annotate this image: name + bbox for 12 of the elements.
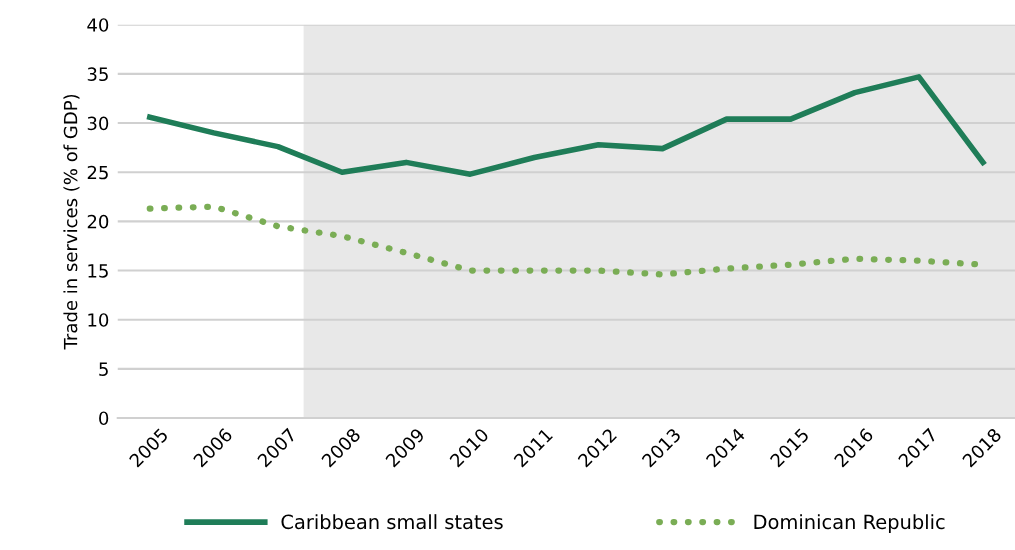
legend-label: Dominican Republic xyxy=(754,514,945,533)
y-axis-title: Trade in services (% of GDP) xyxy=(63,94,80,350)
y-tick-label: 40 xyxy=(87,18,109,32)
y-tick-label: 10 xyxy=(88,313,109,327)
legend-label: Caribbean small states xyxy=(281,514,503,530)
y-tick-label: 5 xyxy=(99,362,108,376)
y-tick-label: 30 xyxy=(87,116,109,131)
y-tick-label: 25 xyxy=(87,165,108,180)
y-tick-label: 20 xyxy=(87,214,109,229)
y-tick-label: 35 xyxy=(87,67,108,82)
y-tick-label: 0 xyxy=(99,411,109,426)
y-tick-label: 15 xyxy=(88,264,108,278)
